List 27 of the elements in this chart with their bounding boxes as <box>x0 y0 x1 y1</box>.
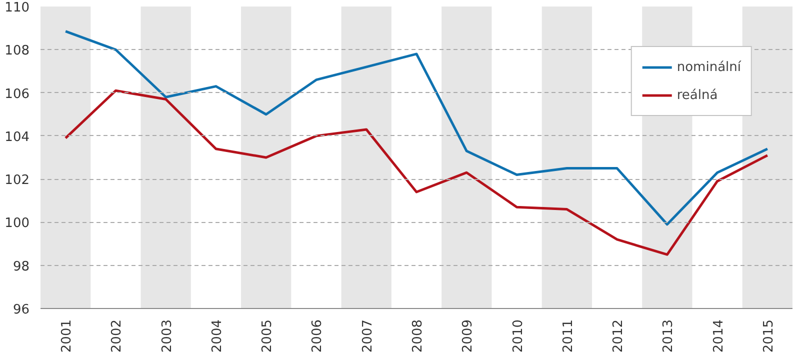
y-tick-label: 96 <box>12 302 30 318</box>
legend-label: reálná <box>676 88 718 102</box>
x-tick-label: 2002 <box>110 319 125 353</box>
x-tick-label: 2012 <box>611 319 626 353</box>
y-tick-label: 106 <box>4 86 30 102</box>
legend-label: nominální <box>676 60 741 74</box>
y-tick-label: 98 <box>12 259 30 274</box>
x-tick-label: 2008 <box>410 319 426 353</box>
x-tick-label: 2007 <box>360 319 376 353</box>
y-tick-label: 100 <box>4 216 30 232</box>
x-tick-label: 2003 <box>160 319 175 353</box>
y-tick-label: 102 <box>4 173 30 188</box>
x-tick-label: 2011 <box>560 319 576 353</box>
y-tick-label: 108 <box>4 44 30 59</box>
x-tick-label: 2010 <box>510 319 526 353</box>
x-tick-label: 2009 <box>460 319 476 353</box>
y-tick-label: 110 <box>4 0 30 16</box>
x-tick-label: 2004 <box>210 319 225 353</box>
x-tick-label: 2005 <box>260 319 276 353</box>
x-tick-label: 2001 <box>60 319 75 353</box>
x-tick-label: 2015 <box>761 319 776 353</box>
x-tick-label: 2006 <box>310 319 326 353</box>
line-series <box>64 30 769 226</box>
y-tick-label: 104 <box>4 130 30 145</box>
x-tick-label: 2013 <box>661 319 676 353</box>
line-series <box>64 89 769 256</box>
x-tick-label: 2014 <box>711 319 726 353</box>
